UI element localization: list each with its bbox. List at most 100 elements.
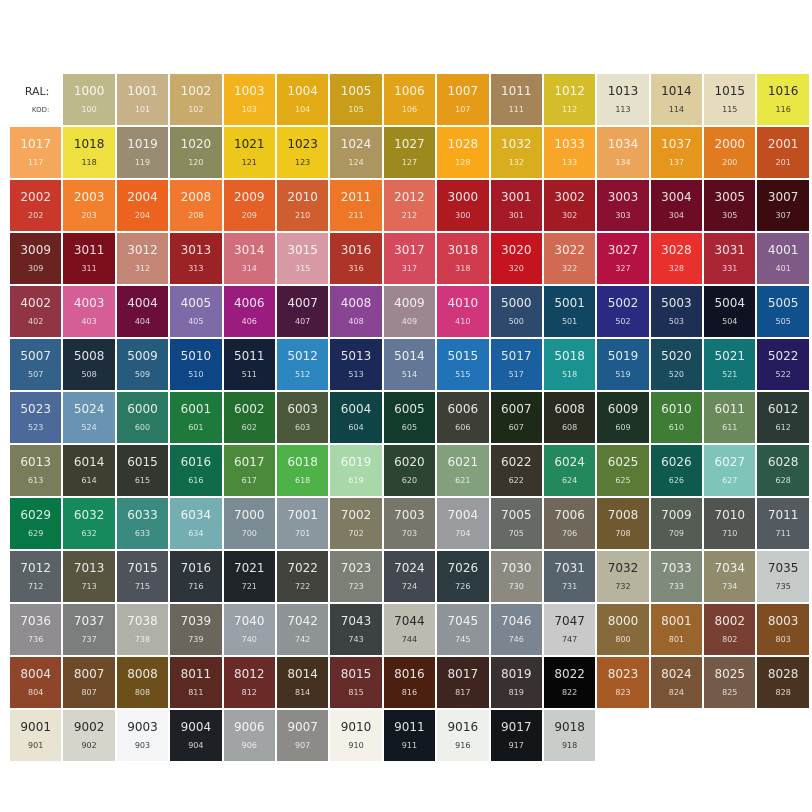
color-swatch: 8001 801 — [650, 604, 703, 655]
color-swatch: 5004 504 — [704, 286, 756, 337]
kod-code: 100 — [81, 104, 97, 114]
kod-code: 101 — [134, 104, 151, 114]
color-swatch: 6033 633 — [116, 498, 169, 549]
kod-code: 134 — [615, 157, 631, 167]
ral-code: 7039 — [180, 613, 212, 628]
color-swatch: 5012 512 — [276, 339, 329, 390]
ral-code: 6017 — [233, 454, 265, 469]
ral-code: 8022 — [554, 666, 585, 681]
kod-code: 724 — [401, 581, 418, 591]
kod-code: 211 — [348, 210, 364, 220]
kod-code: 300 — [455, 210, 471, 220]
kod-code: 918 — [561, 740, 578, 750]
ral-code: 5022 — [767, 348, 799, 363]
color-swatch: 3014 314 — [223, 233, 275, 284]
color-swatch: 4008 408 — [330, 286, 382, 337]
color-swatch: 8022 822 — [543, 657, 596, 708]
color-swatch: 5001 501 — [543, 286, 596, 337]
kod-code: 602 — [241, 422, 257, 432]
kod-code: 731 — [561, 581, 578, 591]
color-swatch: 9011 911 — [383, 710, 436, 761]
kod-code: 315 — [295, 263, 311, 273]
ral-code: 1028 — [447, 136, 479, 151]
ral-code: 5024 — [73, 401, 105, 416]
color-swatch: 6006 606 — [437, 392, 489, 443]
ral-code: 1013 — [607, 83, 639, 98]
ral-code: 7047 — [554, 613, 585, 628]
color-swatch: 4002 402 — [10, 286, 62, 337]
kod-code: 522 — [775, 369, 791, 379]
kod-code: 327 — [615, 263, 631, 273]
ral-code: 4005 — [180, 295, 212, 310]
kod-code: 744 — [401, 634, 418, 644]
ral-code: 8028 — [767, 666, 799, 681]
color-swatch: 5021 521 — [704, 339, 756, 390]
color-swatch: 1019 119 — [116, 127, 169, 178]
kod-code: 500 — [508, 316, 524, 326]
color-swatch: 8025 825 — [704, 657, 756, 708]
color-swatch: 6007 607 — [490, 392, 542, 443]
kod-code: 124 — [348, 157, 364, 167]
color-swatch: 5010 510 — [170, 339, 222, 390]
kod-code: 409 — [401, 316, 418, 326]
ral-code: 5011 — [233, 348, 265, 363]
kod-code: 128 — [455, 157, 471, 167]
ral-code: 5005 — [767, 295, 799, 310]
kod-code: 318 — [455, 263, 471, 273]
kod-code: 613 — [28, 475, 44, 485]
color-swatch: 7023 723 — [330, 551, 382, 602]
ral-code: 7032 — [607, 560, 639, 575]
kod-code: 610 — [668, 422, 685, 432]
ral-code: 1027 — [394, 136, 425, 151]
color-swatch: 7001 701 — [276, 498, 329, 549]
color-swatch: 7034 734 — [704, 551, 756, 602]
ral-label: RAL: — [24, 84, 50, 98]
ral-code: 7021 — [233, 560, 265, 575]
color-swatch: 7000 700 — [223, 498, 275, 549]
kod-code: 212 — [401, 210, 418, 220]
kod-code: 115 — [722, 104, 738, 114]
ral-code: 7011 — [767, 507, 799, 522]
kod-code: 722 — [295, 581, 311, 591]
color-swatch: 7002 702 — [330, 498, 382, 549]
color-swatch: 2008 208 — [170, 180, 222, 231]
kod-code: 517 — [508, 369, 524, 379]
color-swatch: 6034 634 — [170, 498, 222, 549]
kod-code: 817 — [455, 687, 471, 697]
ral-code: 3003 — [607, 189, 639, 204]
ral-code: 1020 — [180, 136, 212, 151]
ral-code: 7008 — [607, 507, 639, 522]
kod-code: 404 — [134, 316, 151, 326]
ral-code: 5012 — [287, 348, 318, 363]
ral-code: 3031 — [714, 242, 746, 257]
ral-code: 7046 — [500, 613, 532, 628]
kod-code: 317 — [401, 263, 418, 273]
color-swatch: 8017 817 — [437, 657, 489, 708]
ral-code: 9011 — [394, 719, 425, 734]
kod-code: 703 — [401, 528, 418, 538]
kod-code: 822 — [561, 687, 578, 697]
kod-code: 801 — [668, 634, 685, 644]
kod-code: 302 — [561, 210, 578, 220]
kod-code: 621 — [455, 475, 471, 485]
kod-code: 406 — [241, 316, 257, 326]
color-swatch: 6020 620 — [383, 445, 436, 496]
color-swatch: 3011 311 — [63, 233, 115, 284]
kod-code: 102 — [188, 104, 204, 114]
color-swatch: 5019 519 — [597, 339, 649, 390]
kod-code: 746 — [508, 634, 524, 644]
ral-code: 1023 — [287, 136, 318, 151]
color-swatch: 6012 612 — [757, 392, 809, 443]
kod-code: 633 — [134, 528, 151, 538]
color-swatch: 7042 742 — [276, 604, 329, 655]
ral-code: 8012 — [233, 666, 265, 681]
kod-code: 710 — [722, 528, 738, 538]
ral-code: 9016 — [447, 719, 479, 734]
kod-code: 804 — [28, 687, 44, 697]
color-swatch: 5009 509 — [116, 339, 169, 390]
ral-code: 4007 — [287, 295, 318, 310]
kod-code: 116 — [775, 104, 791, 114]
ral-code: 7013 — [73, 560, 105, 575]
kod-code: 600 — [134, 422, 151, 432]
ral-code: 1004 — [287, 83, 318, 98]
